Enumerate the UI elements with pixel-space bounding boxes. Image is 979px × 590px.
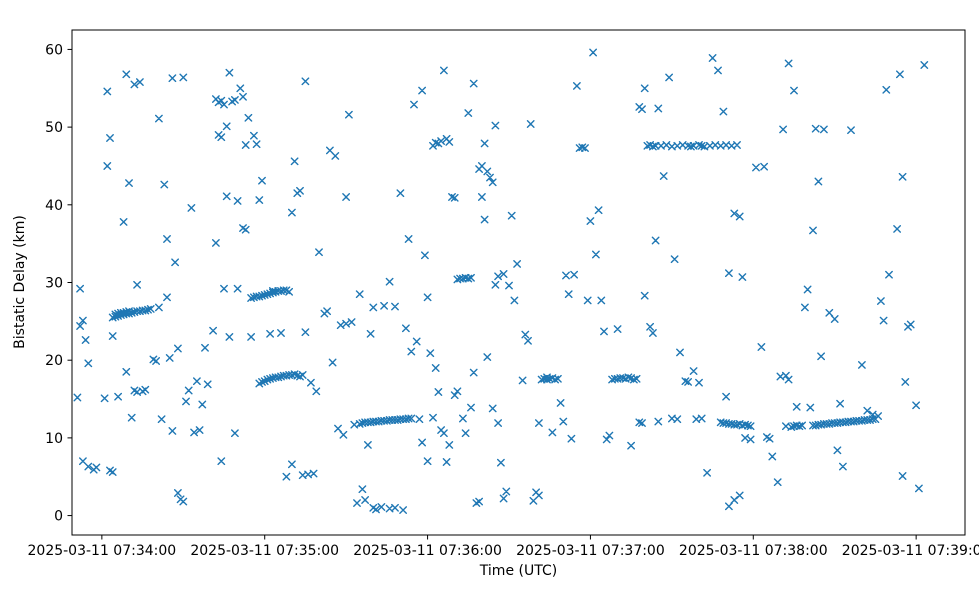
scatter-points bbox=[73, 48, 929, 514]
y-tick-label: 20 bbox=[45, 353, 63, 369]
y-tick-label: 30 bbox=[45, 276, 63, 292]
y-tick-label: 10 bbox=[45, 431, 63, 447]
x-axis-label: Time (UTC) bbox=[479, 563, 558, 579]
y-tick-label: 60 bbox=[45, 42, 63, 58]
y-axis-label: Bistatic Delay (km) bbox=[12, 215, 28, 349]
x-tick-label: 2025-03-11 07:36:00 bbox=[353, 543, 502, 559]
x-tick-label: 2025-03-11 07:38:00 bbox=[679, 543, 828, 559]
x-tick-label: 2025-03-11 07:35:00 bbox=[190, 543, 339, 559]
x-tick-label: 2025-03-11 07:39:00 bbox=[842, 543, 979, 559]
y-tick-label: 50 bbox=[45, 120, 63, 136]
x-tick-label: 2025-03-11 07:34:00 bbox=[28, 543, 177, 559]
x-tick-label: 2025-03-11 07:37:00 bbox=[516, 543, 665, 559]
y-tick-label: 40 bbox=[45, 198, 63, 214]
y-tick-label: 0 bbox=[54, 509, 63, 525]
